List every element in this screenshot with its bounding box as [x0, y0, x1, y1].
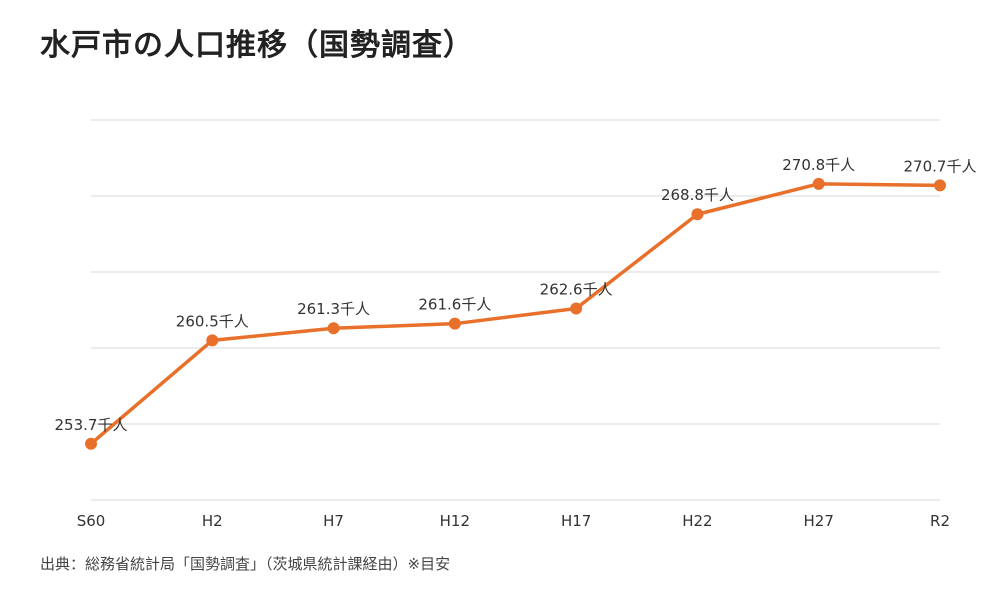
x-tick-label: H27: [804, 512, 834, 530]
series-line: [89, 182, 942, 446]
points-layer: [85, 177, 946, 450]
data-label: 268.8千人: [661, 186, 734, 204]
data-point: [570, 302, 583, 315]
x-tick-label: H7: [323, 512, 344, 530]
data-labels: 253.7千人 260.5千人 261.3千人 261.6千人 262.6千人 268.8…: [55, 156, 977, 434]
data-point: [691, 208, 704, 221]
x-axis: S60 H2 H7 H12 H17 H22 H27 R2: [77, 512, 950, 530]
data-point: [934, 179, 946, 192]
data-point: [327, 322, 340, 335]
data-label: 261.6千人: [418, 296, 491, 314]
x-tick-label: S60: [77, 512, 106, 530]
chart-title: 水戸市の人口推移（国勢調査）: [40, 28, 474, 63]
data-label: 260.5千人: [176, 312, 249, 330]
data-point: [206, 334, 219, 347]
data-label: 253.7千人: [55, 416, 128, 434]
data-point: [85, 437, 97, 450]
data-label: 262.6千人: [540, 280, 613, 298]
series-layer: [89, 182, 942, 446]
gridlines: [91, 119, 940, 501]
x-tick-label: H22: [682, 512, 712, 530]
x-tick-label: H2: [202, 512, 223, 530]
x-tick-label: H12: [440, 512, 470, 530]
data-point: [812, 177, 825, 190]
data-label: 261.3千人: [297, 300, 370, 318]
source-note: 出典：総務省統計局「国勢調査」（茨城県統計課経由）※目安: [40, 555, 451, 573]
data-label: 270.8千人: [782, 156, 855, 174]
data-point: [448, 317, 461, 330]
x-tick-label: R2: [930, 512, 950, 530]
x-tick-label: H17: [561, 512, 591, 530]
data-label: 270.7千人: [904, 157, 977, 175]
